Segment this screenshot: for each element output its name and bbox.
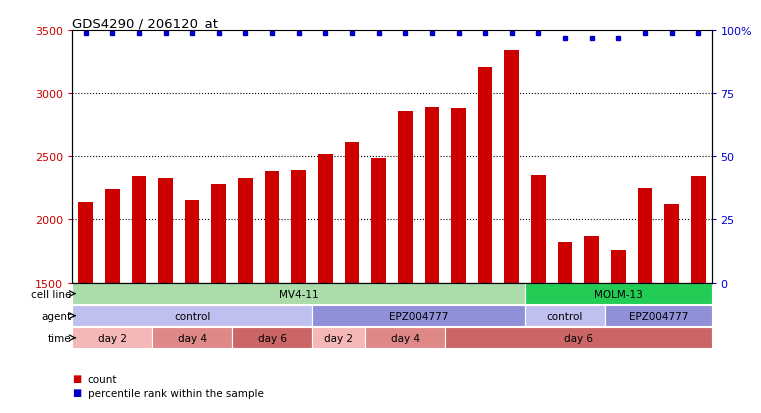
Bar [605,305,712,327]
Bar [265,172,279,413]
Bar [152,328,232,349]
Text: EPZ004777: EPZ004777 [389,311,448,321]
Bar [72,305,312,327]
Bar [232,328,312,349]
Bar [611,250,626,413]
Bar [365,328,445,349]
Text: cell line: cell line [31,289,72,299]
Bar [525,283,712,304]
Text: day 4: day 4 [177,333,207,343]
Text: percentile rank within the sample: percentile rank within the sample [88,388,263,398]
Text: agent: agent [42,311,72,321]
Text: count: count [88,374,117,384]
Text: day 4: day 4 [390,333,420,343]
Bar [638,188,652,413]
Bar [72,283,525,304]
Text: control: control [547,311,583,321]
Bar [212,185,226,413]
Text: ■: ■ [72,373,81,383]
Text: MV4-11: MV4-11 [279,289,319,299]
Bar [291,171,306,413]
Bar [531,176,546,413]
Bar [451,109,466,413]
Text: time: time [48,333,72,343]
Text: day 6: day 6 [564,333,593,343]
Bar [478,67,492,413]
Text: day 6: day 6 [257,333,287,343]
Text: control: control [174,311,210,321]
Bar [664,205,679,413]
Bar [345,143,359,413]
Bar [318,154,333,413]
Bar [398,112,412,413]
Bar [158,178,173,413]
Bar [105,190,119,413]
Bar [238,178,253,413]
Text: GDS4290 / 206120_at: GDS4290 / 206120_at [72,17,218,30]
Bar [505,51,519,413]
Text: EPZ004777: EPZ004777 [629,311,688,321]
Bar [312,328,365,349]
Text: ■: ■ [72,387,81,397]
Text: day 2: day 2 [324,333,353,343]
Bar [558,242,572,413]
Bar [371,158,386,413]
Bar [312,305,525,327]
Bar [525,305,605,327]
Bar [691,177,705,413]
Bar [185,201,199,413]
Text: MOLM-13: MOLM-13 [594,289,643,299]
Bar [445,328,712,349]
Bar [72,328,152,349]
Bar [425,108,439,413]
Bar [132,177,146,413]
Bar [78,202,93,413]
Text: day 2: day 2 [97,333,127,343]
Bar [584,236,599,413]
